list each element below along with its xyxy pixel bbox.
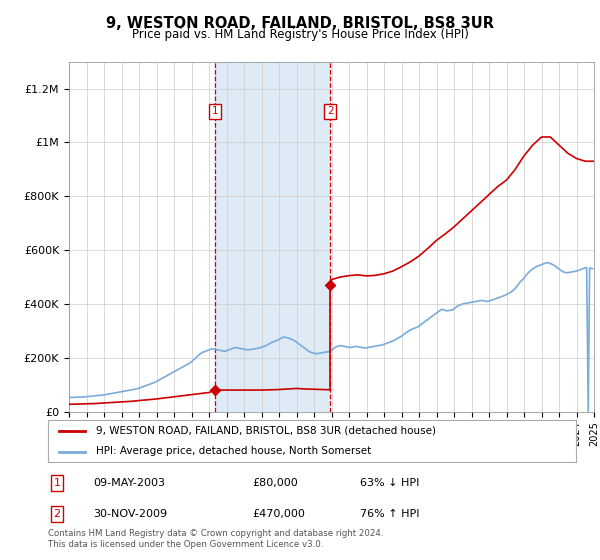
Text: 30-NOV-2009: 30-NOV-2009 [93,509,167,519]
Text: 9, WESTON ROAD, FAILAND, BRISTOL, BS8 3UR: 9, WESTON ROAD, FAILAND, BRISTOL, BS8 3U… [106,16,494,31]
Text: HPI: Average price, detached house, North Somerset: HPI: Average price, detached house, Nort… [95,446,371,456]
Text: 1: 1 [212,106,218,116]
Text: £470,000: £470,000 [252,509,305,519]
Bar [215,62,330,412]
Text: 63% ↓ HPI: 63% ↓ HPI [360,478,419,488]
Text: 2: 2 [53,509,61,519]
Text: 2: 2 [327,106,334,116]
Text: Price paid vs. HM Land Registry's House Price Index (HPI): Price paid vs. HM Land Registry's House … [131,28,469,41]
Text: £80,000: £80,000 [252,478,298,488]
Text: 1: 1 [53,478,61,488]
Text: 09-MAY-2003: 09-MAY-2003 [93,478,165,488]
Text: 9, WESTON ROAD, FAILAND, BRISTOL, BS8 3UR (detached house): 9, WESTON ROAD, FAILAND, BRISTOL, BS8 3U… [95,426,436,436]
Text: Contains HM Land Registry data © Crown copyright and database right 2024.
This d: Contains HM Land Registry data © Crown c… [48,529,383,549]
Text: 76% ↑ HPI: 76% ↑ HPI [360,509,419,519]
